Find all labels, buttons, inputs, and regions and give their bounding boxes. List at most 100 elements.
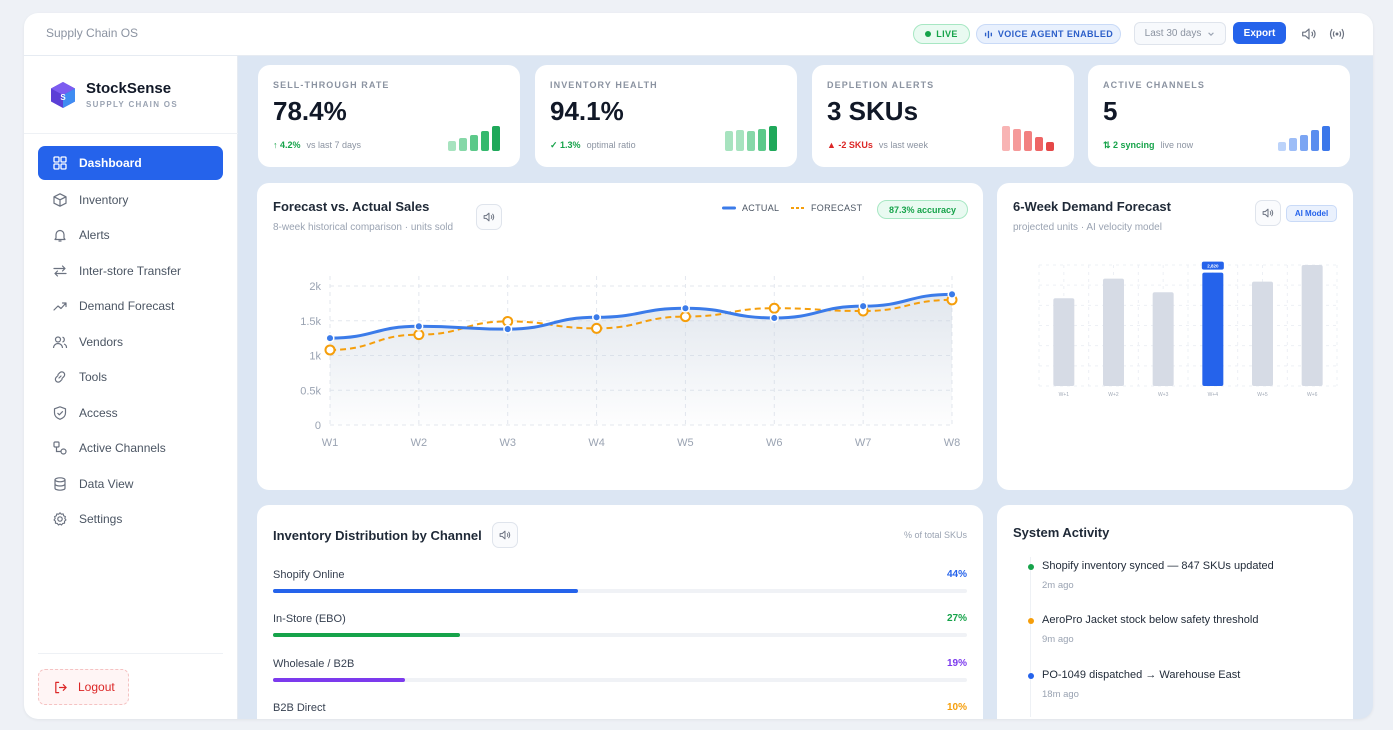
kpi-delta-note: live now: [1160, 140, 1194, 150]
speaker-icon: [483, 212, 495, 222]
sidebar-item-data-view[interactable]: Data View: [38, 466, 223, 502]
activity-dot-icon: [1028, 673, 1034, 679]
activity-dot-icon: [1028, 618, 1034, 624]
legend-forecast-label: FORECAST: [811, 203, 863, 213]
activity-message: PO-1049 dispatched → Warehouse East: [1042, 669, 1241, 681]
top-bar: Supply Chain OS LIVE VOICE AGENT ENABLED…: [24, 13, 1373, 56]
progress-fill: [273, 633, 461, 637]
legend-line-forecast-icon: [791, 207, 805, 209]
sidebar-item-inventory[interactable]: Inventory: [38, 182, 223, 218]
channels-icon: [53, 441, 67, 455]
spark-bar: [1046, 142, 1054, 151]
brand[interactable]: S StockSense SUPPLY CHAIN OS: [50, 80, 178, 109]
bar: [1103, 278, 1124, 386]
sidebar-item-vendors[interactable]: Vendors: [38, 324, 223, 360]
spark-bar: [470, 135, 478, 151]
activity-time: 2m ago: [1042, 580, 1074, 591]
spark-bar: [481, 131, 489, 151]
speaker-icon[interactable]: [1300, 25, 1318, 43]
activity-message: AeroPro Jacket stock below safety thresh…: [1042, 614, 1259, 626]
channel-pct: 27%: [946, 613, 967, 624]
kpi-delta: ▲ -2 SKUs: [827, 140, 873, 150]
sidebar-item-label: Inventory: [79, 192, 129, 207]
kpi-delta: ↑ 4.2%: [273, 140, 301, 150]
distribution-row: Shopify Online 44%: [273, 569, 967, 599]
sidebar-nav: Dashboard Inventory Alerts Inter-store T…: [38, 146, 223, 537]
timeline-line: [1030, 557, 1031, 717]
kpi-label: ACTIVE CHANNELS: [1103, 80, 1206, 90]
forecast-vs-actual-card: Forecast vs. Actual Sales 8-week histori…: [257, 183, 983, 490]
activity-item[interactable]: PO-1049 dispatched → Warehouse East 18m …: [1042, 669, 1240, 700]
sidebar-item-label: Demand Forecast: [79, 299, 175, 314]
x-tick-label: W2: [411, 437, 428, 449]
x-tick-label: W3: [499, 437, 515, 449]
broadcast-icon[interactable]: [1328, 25, 1346, 43]
brand-logo-icon: S: [51, 81, 75, 108]
logout-button[interactable]: Logout: [38, 669, 129, 705]
sidebar-item-label: Data View: [79, 476, 134, 491]
forecast-point: [591, 322, 603, 334]
kpi-card-active-channels: ACTIVE CHANNELS 5 ⇅ 2 syncing live now: [1088, 65, 1350, 167]
sidebar-item-active-channels[interactable]: Active Channels: [38, 431, 223, 467]
sidebar-item-label: Vendors: [79, 334, 124, 349]
kpi-delta-row: ▲ -2 SKUs vs last week: [827, 140, 928, 150]
x-tick-label: W+3: [1158, 392, 1169, 398]
link-icon: [54, 371, 66, 383]
actual-point: [325, 333, 335, 343]
export-button[interactable]: Export: [1233, 22, 1286, 44]
sidebar-item-dashboard[interactable]: Dashboard: [38, 146, 223, 180]
card-title: Forecast vs. Actual Sales: [273, 199, 430, 214]
sidebar-item-inter-store-transfer[interactable]: Inter-store Transfer: [38, 253, 223, 289]
actual-point: [858, 301, 868, 311]
card-subtitle: 8-week historical comparison · units sol…: [273, 222, 454, 233]
distribution-note: % of total SKUs: [903, 530, 967, 540]
legend-line-actual-icon: [722, 206, 736, 210]
actual-point: [503, 324, 513, 334]
sidebar-item-tools[interactable]: Tools: [38, 360, 223, 396]
logout-icon: [55, 681, 67, 693]
card-title: Inventory Distribution by Channel: [273, 528, 482, 543]
date-range-select[interactable]: Last 30 days: [1134, 22, 1226, 45]
legend-forecast: FORECAST: [791, 203, 862, 213]
spark-bar: [1013, 129, 1021, 151]
sidebar-item-alerts[interactable]: Alerts: [38, 218, 223, 254]
channel-name: In-Store (EBO): [273, 613, 346, 625]
transfer-icon: [53, 265, 67, 277]
spark-bar: [459, 138, 467, 151]
date-range-label: Last 30 days: [1144, 28, 1202, 39]
spark-bar: [747, 131, 755, 151]
activity-item[interactable]: AeroPro Jacket stock below safety thresh…: [1042, 614, 1258, 645]
sidebar-item-settings[interactable]: Settings: [38, 502, 223, 538]
sidebar-item-access[interactable]: Access: [38, 395, 223, 431]
spark-bar: [758, 129, 766, 151]
x-tick-label: W4: [588, 437, 605, 449]
card-subtitle: projected units · AI velocity model: [1013, 222, 1162, 233]
sidebar-item-label: Alerts: [79, 228, 110, 243]
brand-subtitle: SUPPLY CHAIN OS: [86, 100, 178, 109]
voice-agent-badge[interactable]: VOICE AGENT ENABLED: [976, 24, 1121, 44]
bell-icon: [54, 230, 66, 242]
read-aloud-button[interactable]: [492, 522, 518, 548]
sidebar-item-demand-forecast[interactable]: Demand Forecast: [38, 289, 223, 325]
kpi-sparkbars: [448, 125, 500, 151]
progress-track: [273, 589, 967, 593]
read-aloud-button[interactable]: [476, 204, 502, 230]
sidebar-item-label: Settings: [79, 512, 123, 527]
activity-message: Shopify inventory synced — 847 SKUs upda…: [1042, 560, 1274, 572]
y-tick-label: 1k: [309, 351, 321, 363]
activity-item[interactable]: Shopify inventory synced — 847 SKUs upda…: [1042, 560, 1274, 591]
channel-name: Wholesale / B2B: [273, 658, 355, 670]
read-aloud-button[interactable]: [1255, 200, 1281, 226]
shield-icon: [53, 405, 67, 420]
system-activity-card: System Activity Shopify inventory synced…: [997, 505, 1353, 719]
bar: [1301, 265, 1323, 386]
x-tick-label: W+2: [1108, 392, 1119, 398]
actual-point: [414, 321, 424, 331]
kpi-delta-row: ↑ 4.2% vs last 7 days: [273, 140, 361, 150]
distribution-row: In-Store (EBO) 27%: [273, 613, 967, 643]
actual-point: [680, 303, 690, 313]
speaker-icon: [499, 530, 511, 540]
spark-bar: [736, 130, 744, 151]
forecast-point: [768, 302, 780, 314]
chevron-down-icon: [1208, 31, 1215, 36]
